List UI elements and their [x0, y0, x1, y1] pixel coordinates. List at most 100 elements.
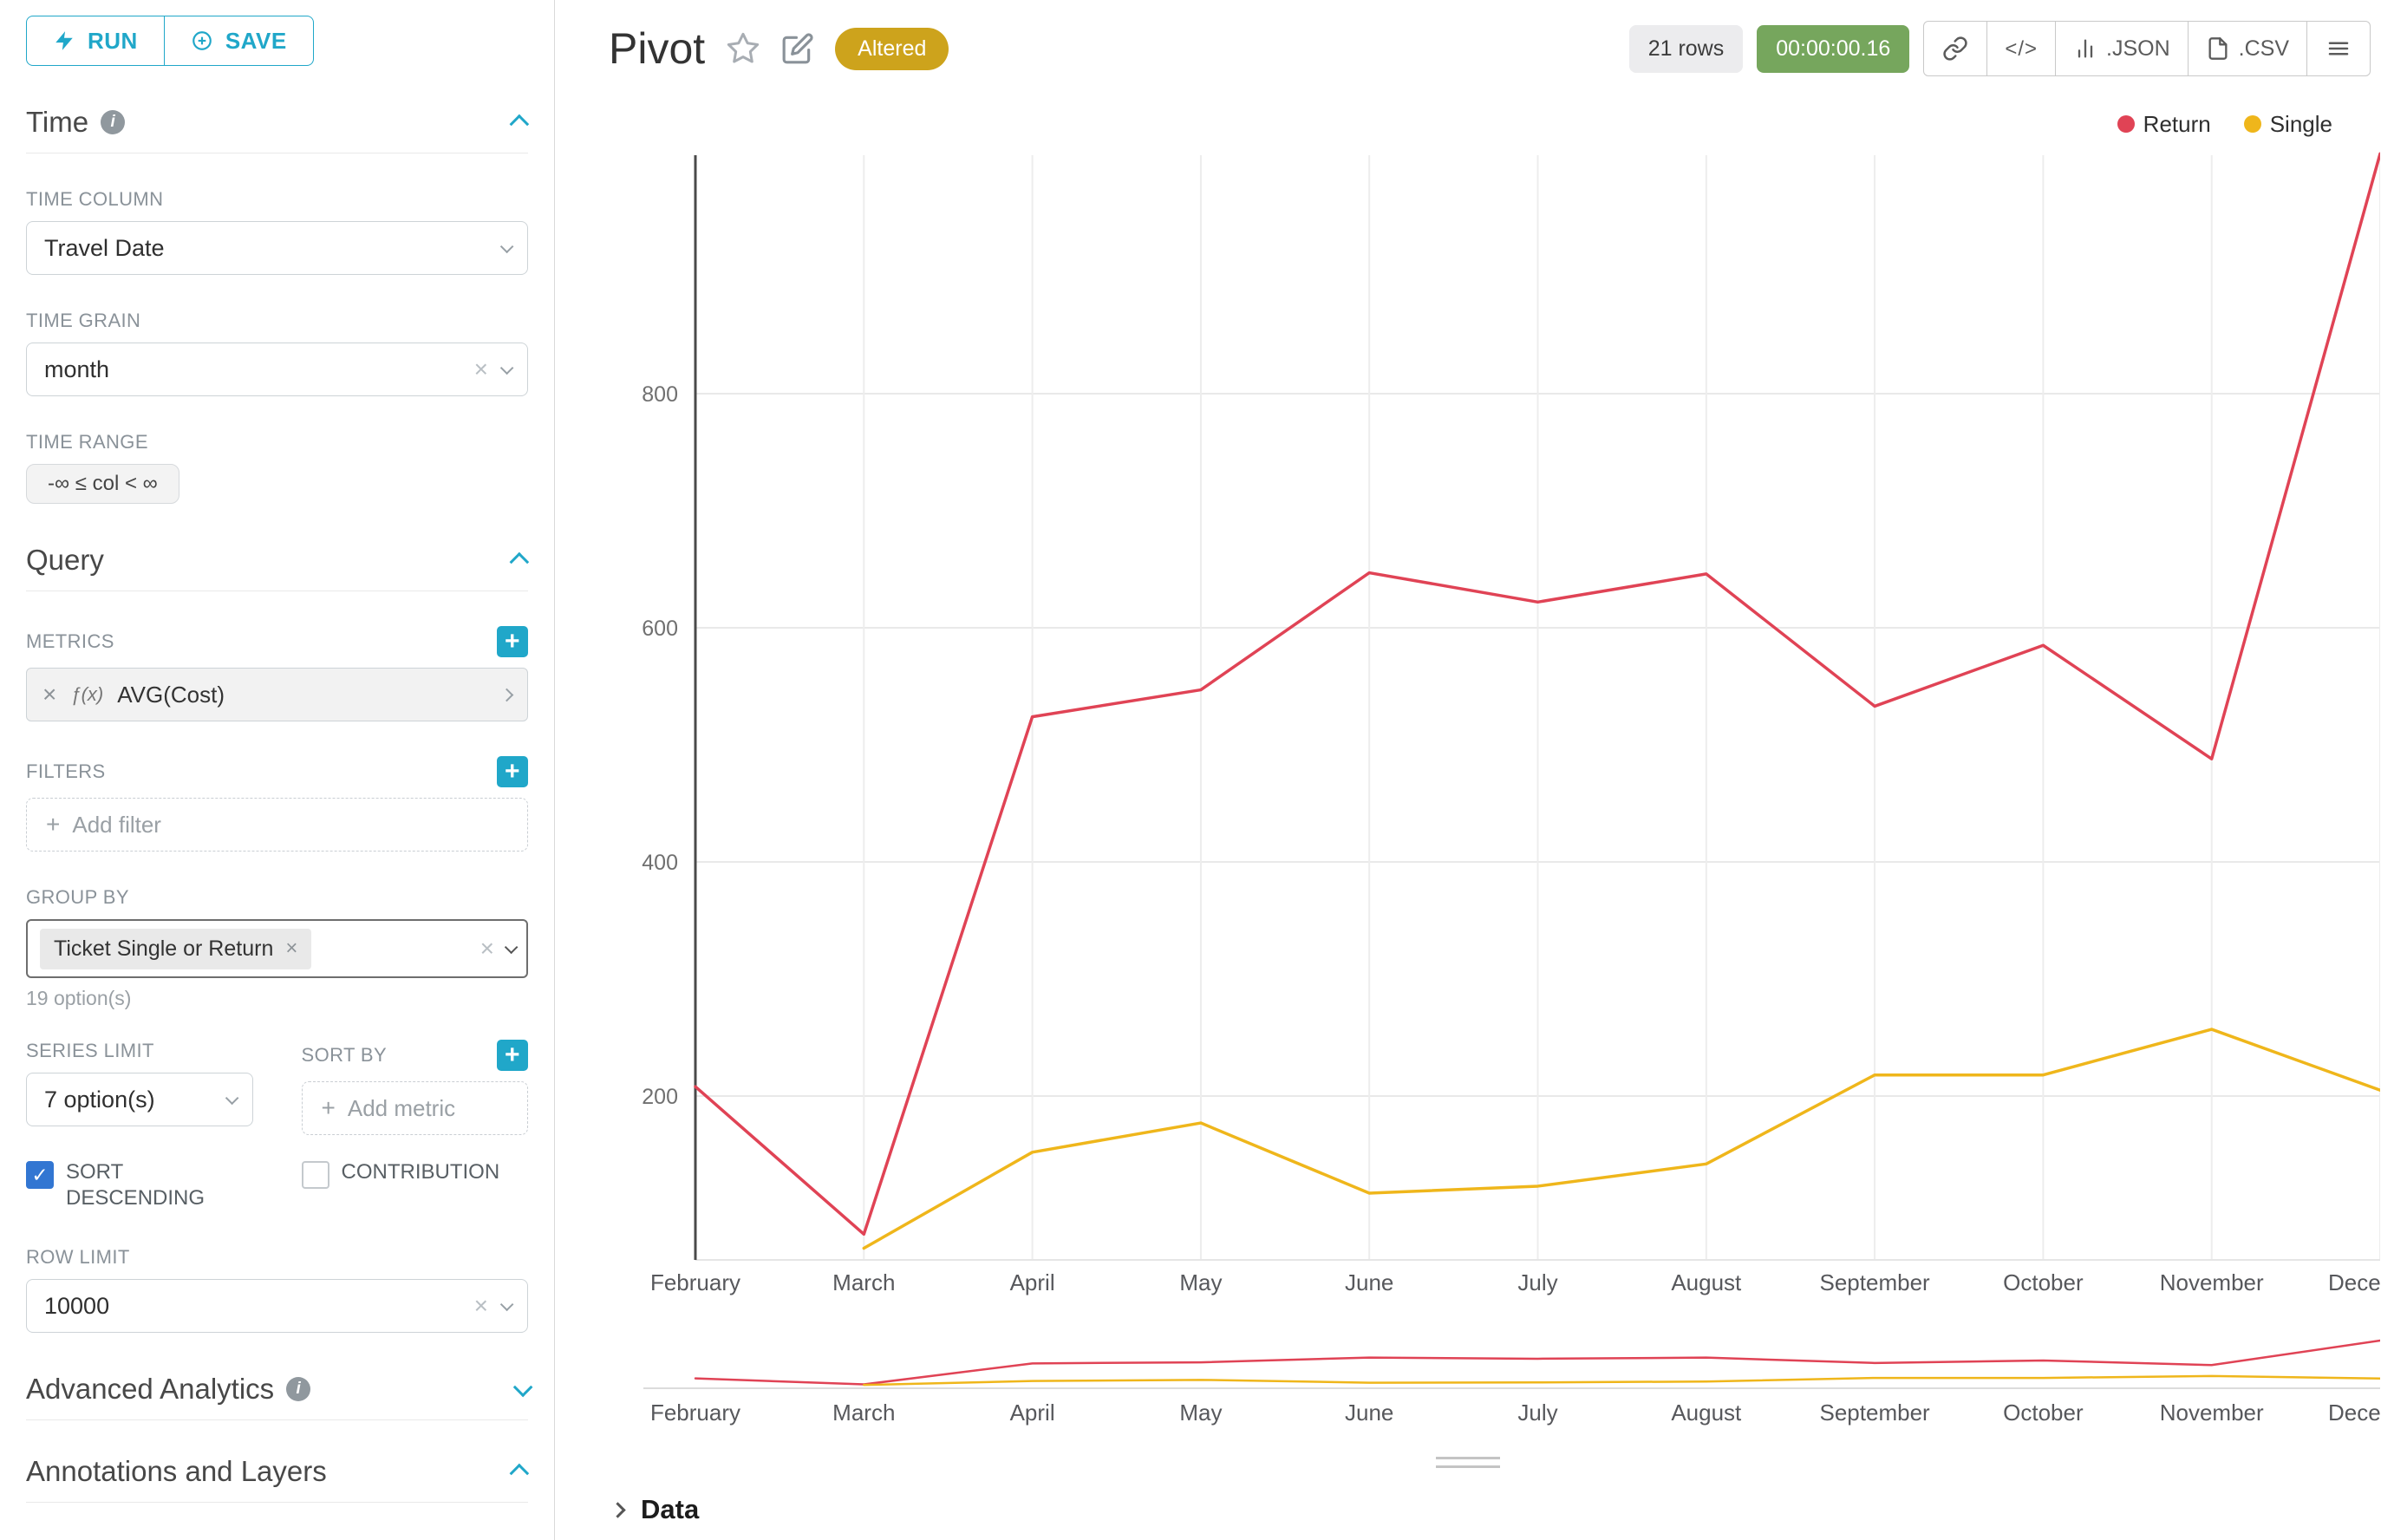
add-filter-dropzone[interactable]: Add filter [26, 798, 528, 852]
sort-descending-option[interactable]: SORT DESCENDING [26, 1159, 253, 1211]
metrics-label: METRICS [26, 630, 114, 652]
svg-text:August: August [1671, 1400, 1742, 1426]
contribution-option[interactable]: CONTRIBUTION [301, 1159, 529, 1211]
hamburger-icon [2328, 42, 2349, 55]
svg-text:400: 400 [642, 851, 678, 875]
collapse-chevron-icon[interactable] [509, 114, 530, 134]
group-by-tag[interactable]: Ticket Single or Return [40, 928, 312, 969]
embed-code-button[interactable] [1986, 21, 2057, 76]
svg-text:February: February [650, 1400, 740, 1426]
sort-by-dropzone[interactable]: Add metric [301, 1081, 528, 1135]
export-button-group: .JSON .CSV [1923, 21, 2371, 76]
svg-text:October: October [2003, 1400, 2084, 1426]
code-icon [2005, 36, 2038, 62]
file-icon [2208, 37, 2228, 60]
options-hint: 19 option(s) [26, 987, 132, 1009]
line-chart[interactable]: 200 400 600 800 February March April May June Jul… [555, 151, 2380, 1313]
collapse-chevron-icon[interactable] [509, 1463, 530, 1484]
resize-handle[interactable] [555, 1457, 2381, 1468]
query-section-title: Query [26, 544, 104, 576]
run-button-label: RUN [88, 27, 138, 54]
svg-text:800: 800 [642, 382, 678, 407]
svg-text:October: October [2003, 1269, 2084, 1295]
chart-legend: Return Single [555, 97, 2381, 151]
mini-chart-preview[interactable]: February March April May June July August Septe… [555, 1323, 2380, 1436]
info-icon[interactable] [286, 1377, 311, 1401]
time-section-title: Time [26, 106, 89, 138]
time-range-pill[interactable]: -∞ ≤ col < ∞ [26, 464, 179, 504]
add-sort-metric-button[interactable] [497, 1040, 528, 1071]
run-button[interactable]: RUN [26, 16, 165, 66]
time-grain-label: TIME GRAIN [26, 310, 141, 331]
time-column-label: TIME COLUMN [26, 188, 164, 210]
data-panel-toggle[interactable]: Data [555, 1494, 2381, 1525]
svg-text:September: September [1820, 1400, 1931, 1426]
series-limit-value: 7 option(s) [44, 1086, 155, 1113]
svg-text:March: March [832, 1400, 895, 1426]
add-metric-button[interactable] [497, 626, 528, 657]
page-title: Pivot [609, 24, 706, 73]
svg-text:May: May [1179, 1400, 1222, 1426]
advanced-analytics-title: Advanced Analytics [26, 1373, 275, 1405]
fx-icon: ƒ(x) [70, 683, 104, 705]
save-button[interactable]: SAVE [163, 16, 314, 66]
time-column-select[interactable]: Travel Date [26, 221, 528, 275]
remove-metric-icon[interactable] [42, 682, 56, 707]
collapse-chevron-icon[interactable] [509, 551, 530, 572]
svg-text:July: July [1517, 1269, 1557, 1295]
clear-icon[interactable] [474, 1294, 488, 1318]
control-panel: RUN SAVE Time TIME COLUMN Travel Date [0, 0, 555, 1540]
download-json-button[interactable]: .JSON [2055, 21, 2189, 76]
menu-button[interactable] [2306, 21, 2371, 76]
add-filter-button[interactable] [497, 756, 528, 787]
svg-text:June: June [1345, 1269, 1393, 1295]
info-icon[interactable] [101, 110, 126, 134]
annotations-title: Annotations and Layers [26, 1455, 327, 1487]
time-grain-value: month [44, 356, 110, 382]
share-link-button[interactable] [1923, 21, 1988, 76]
svg-text:February: February [650, 1269, 740, 1295]
legend-label: Return [2143, 110, 2211, 137]
sort-descending-label: SORT DESCENDING [66, 1160, 205, 1210]
section-annotations: Annotations and Layers [26, 1455, 530, 1503]
svg-text:November: November [2160, 1269, 2264, 1295]
legend-item-return[interactable]: Return [2117, 111, 2211, 138]
clear-icon[interactable] [474, 357, 488, 382]
sort-descending-checkbox[interactable] [26, 1161, 54, 1189]
group-by-label: GROUP BY [26, 886, 129, 908]
series-limit-label: SERIES LIMIT [26, 1040, 154, 1061]
svg-text:April: April [1010, 1269, 1055, 1295]
section-time: Time TIME COLUMN Travel Date TIME GRAIN … [26, 106, 530, 504]
chevron-down-icon [499, 361, 514, 375]
chevron-down-icon [499, 239, 514, 253]
svg-text:200: 200 [642, 1085, 678, 1109]
series-limit-select[interactable]: 7 option(s) [26, 1073, 253, 1126]
group-by-select[interactable]: Ticket Single or Return [26, 919, 528, 978]
time-column-value: Travel Date [44, 234, 165, 261]
tag-remove-icon[interactable] [285, 938, 297, 959]
svg-text:May: May [1179, 1269, 1222, 1295]
clear-icon[interactable] [480, 936, 494, 961]
chart-header: Pivot Altered 21 rows 00:00:00.16 [555, 0, 2381, 97]
bar-chart-icon [2078, 39, 2093, 58]
svg-text:November: November [2160, 1400, 2264, 1426]
altered-badge[interactable]: Altered [835, 27, 949, 70]
time-grain-select[interactable]: month [26, 343, 528, 396]
contribution-checkbox[interactable] [301, 1161, 329, 1189]
metric-chip[interactable]: ƒ(x) AVG(Cost) [26, 668, 528, 721]
row-limit-value: 10000 [44, 1292, 110, 1319]
expand-chevron-icon[interactable] [512, 1377, 533, 1398]
edit-properties-icon[interactable] [781, 32, 814, 65]
svg-text:March: March [832, 1269, 895, 1295]
row-limit-select[interactable]: 10000 [26, 1279, 528, 1333]
legend-item-single[interactable]: Single [2243, 110, 2332, 138]
legend-label: Single [2269, 110, 2332, 137]
svg-text:December: December [2328, 1269, 2380, 1295]
chevron-right-icon [610, 1501, 626, 1518]
favorite-star-icon[interactable] [726, 31, 760, 66]
svg-text:June: June [1345, 1400, 1393, 1426]
chevron-right-icon[interactable] [499, 688, 514, 701]
chart-area: Pivot Altered 21 rows 00:00:00.16 [555, 0, 2381, 1540]
download-csv-button[interactable]: .CSV [2187, 21, 2307, 76]
